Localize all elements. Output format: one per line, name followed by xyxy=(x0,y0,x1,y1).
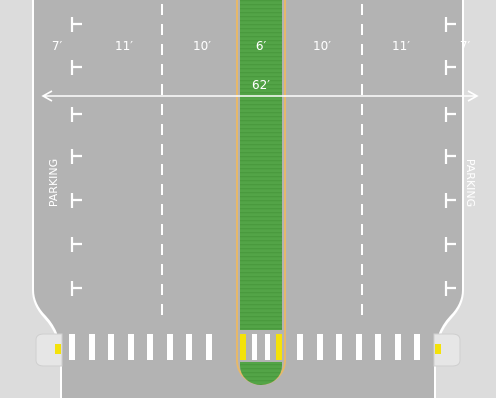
crosswalk-stripe-right-0 xyxy=(297,334,303,360)
lane-width-label-travel-3: 10′ xyxy=(313,39,331,53)
median-nose xyxy=(240,362,282,385)
right-sidewalk xyxy=(436,0,496,398)
crosswalk-stripe-right-1 xyxy=(317,334,323,360)
crosswalk-stripe-right-2 xyxy=(336,334,342,360)
median-refuge-white-left xyxy=(252,334,257,360)
lane-width-label-travel-1: 11′ xyxy=(115,39,133,53)
crosswalk-stripe-left-5 xyxy=(167,334,173,360)
median-refuge-white-right xyxy=(265,334,270,360)
crosswalk-stripe-right-4 xyxy=(375,334,381,360)
crosswalk-stripe-left-3 xyxy=(128,334,134,360)
crosswalk-stripe-left-2 xyxy=(108,334,114,360)
crosswalk-stripe-left-7 xyxy=(206,334,212,360)
left-sidewalk xyxy=(0,0,60,398)
lane-width-label-travel-2: 10′ xyxy=(193,39,211,53)
crosswalk xyxy=(69,334,420,360)
right-curb-extension xyxy=(433,333,461,367)
crosswalk-stripe-right-5 xyxy=(395,334,401,360)
left-parking-stall-ticks xyxy=(70,17,82,296)
median-refuge-yellow-right xyxy=(276,334,282,360)
crosswalk-stripe-left-1 xyxy=(89,334,95,360)
lane-width-label-median: 6′ xyxy=(256,39,267,53)
median-refuge-yellow-left xyxy=(240,334,246,360)
parking-label-right: PARKING xyxy=(464,159,477,207)
left-curb-yellow-marker xyxy=(55,344,61,354)
crosswalk-stripe-left-6 xyxy=(186,334,192,360)
right-curb-yellow-marker xyxy=(435,344,441,354)
total-width-label: 62′ xyxy=(252,78,270,92)
lane-width-label-parking-left: 7′ xyxy=(52,39,63,53)
total-width-dimension-arrow xyxy=(41,90,479,102)
crosswalk-stripe-left-0 xyxy=(69,334,75,360)
median-planting-strip xyxy=(240,0,282,330)
lane-width-label-travel-4: 11′ xyxy=(392,39,410,53)
crosswalk-stripe-left-4 xyxy=(147,334,153,360)
parking-label-left: PARKING xyxy=(47,159,60,207)
right-parking-stall-ticks xyxy=(444,17,456,296)
crosswalk-stripe-right-3 xyxy=(356,334,362,360)
crosswalk-stripe-right-6 xyxy=(414,334,420,360)
lane-width-label-parking-right: 7′ xyxy=(460,39,471,53)
left-curb-extension xyxy=(35,333,63,367)
